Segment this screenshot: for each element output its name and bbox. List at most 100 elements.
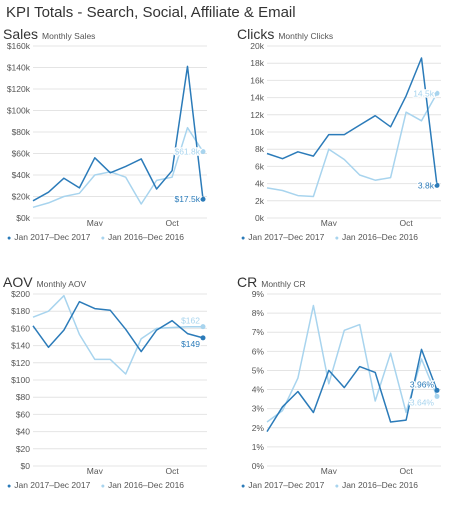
series-line-previous [32,294,203,375]
clicks-chart: 0k 2k 4k 6k 8k 10k 12k 14k 16k 18k 20k May Oct 14.5k 3… [250,41,441,226]
chart-title: Sales Monthly Sales [3,26,95,42]
series-line-current [32,65,204,202]
y-tick-label: $140k [7,63,31,73]
legend-label: Jan 2016–Dec 2016 [107,232,185,242]
legend-label: Jan 2016–Dec 2016 [341,480,419,490]
y-tick-label: $20 [16,444,30,454]
end-point-current [200,196,206,202]
y-tick-label: 0k [255,213,265,223]
chart-legend: ● Jan 2017–Dec 2017 ● Jan 2016–Dec 2016 [7,232,192,242]
series-line-current [32,300,204,353]
legend-item-previous[interactable]: ● Jan 2016–Dec 2016 [335,480,418,490]
y-tick-label: 20k [250,41,264,51]
cr-panel: CR Monthly CR 0% 1% 2% 3% 4% 5% 6% 7% 8% 9% May Oct 3… [237,274,467,512]
end-point-current [200,335,206,341]
y-tick-label: $160 [11,323,30,333]
y-tick-label: 5% [252,365,265,375]
legend-item-previous[interactable]: ● Jan 2016–Dec 2016 [101,232,184,242]
y-tick-label: 14k [250,93,264,103]
x-tick-label: Oct [165,218,179,226]
legend-marker-icon: ● [241,235,246,242]
chart-subtitle: Monthly CR [261,279,306,289]
y-tick-label: $200 [11,289,30,299]
legend-marker-icon: ● [7,235,12,242]
end-label-previous: 3.64% [410,397,435,407]
legend-item-current[interactable]: ● Jan 2017–Dec 2017 [241,232,324,242]
series-line-previous [266,304,438,423]
end-label-current: 3.96% [410,379,435,389]
y-tick-label: $0 [21,461,31,471]
y-tick-label: 6% [252,346,265,356]
chart-legend: ● Jan 2017–Dec 2017 ● Jan 2016–Dec 2016 [7,480,192,490]
legend-label: Jan 2017–Dec 2017 [14,480,91,490]
end-point-previous [200,149,206,155]
y-tick-label: 7% [252,327,265,337]
y-tick-label: $80 [16,392,30,402]
y-tick-label: $100 [11,375,30,385]
series-line-current [266,348,438,432]
chart-subtitle: Monthly Sales [42,31,96,41]
y-tick-label: $120k [7,84,31,94]
x-tick-label: Oct [165,466,179,474]
end-point-previous [200,324,206,330]
legend-marker-icon: ● [7,483,12,490]
end-point-previous [434,393,440,399]
legend-item-current[interactable]: ● Jan 2017–Dec 2017 [241,480,324,490]
aov-panel: AOV Monthly AOV $0 $20 $40 $60 $80 $100 $120 $14… [3,274,233,512]
x-tick-label: Oct [399,218,413,226]
sales-panel: Sales Monthly Sales $0k $20k $40k $60k $80k $1… [3,26,233,264]
y-tick-label: 16k [250,75,264,85]
legend-item-current[interactable]: ● Jan 2017–Dec 2017 [7,232,90,242]
legend-label: Jan 2016–Dec 2016 [341,232,419,242]
y-tick-label: $120 [11,358,30,368]
y-tick-label: 2k [255,196,265,206]
y-tick-label: 4% [252,385,265,395]
y-tick-label: $60k [12,149,31,159]
legend-label: Jan 2017–Dec 2017 [248,232,325,242]
legend-marker-icon: ● [100,235,105,242]
y-tick-label: $100k [7,106,31,116]
y-tick-label: 1% [252,442,265,452]
y-tick-label: $0k [16,213,30,223]
x-tick-label: May [321,218,338,226]
chart-title: Clicks Monthly Clicks [237,26,333,42]
legend-marker-icon: ● [334,235,339,242]
y-tick-label: $140 [11,341,30,351]
y-tick-label: 10k [250,127,264,137]
legend-item-previous[interactable]: ● Jan 2016–Dec 2016 [335,232,418,242]
legend-item-previous[interactable]: ● Jan 2016–Dec 2016 [101,480,184,490]
chart-legend: ● Jan 2017–Dec 2017 ● Jan 2016–Dec 2016 [241,480,426,490]
y-tick-label: 3% [252,404,265,414]
end-label-current: $149 [181,339,200,349]
y-tick-label: 6k [255,161,265,171]
end-point-current [434,182,440,188]
end-label-previous: $61.8k [174,147,200,157]
legend-marker-icon: ● [334,483,339,490]
y-tick-label: $20k [12,192,31,202]
y-tick-label: 2% [252,423,265,433]
clicks-panel: Clicks Monthly Clicks 0k 2k 4k 6k 8k 10k 12k 14k… [237,26,467,264]
x-tick-label: Oct [399,466,413,474]
sales-chart: $0k $20k $40k $60k $80k $100k $120k $140k $160k M… [7,41,207,226]
chart-title: CR Monthly CR [237,274,306,290]
y-tick-label: $40k [12,170,31,180]
chart-legend: ● Jan 2017–Dec 2017 ● Jan 2016–Dec 2016 [241,232,426,242]
legend-label: Jan 2017–Dec 2017 [248,480,325,490]
legend-item-current[interactable]: ● Jan 2017–Dec 2017 [7,480,90,490]
y-tick-label: 9% [252,289,265,299]
y-tick-label: 8k [255,144,265,154]
cr-chart: 0% 1% 2% 3% 4% 5% 6% 7% 8% 9% May Oct 3.64% 3.96% [252,289,441,474]
legend-marker-icon: ● [100,483,105,490]
x-tick-label: May [87,466,104,474]
y-tick-label: $160k [7,41,31,51]
series-line-previous [32,126,204,209]
end-label-previous: 14.5k [413,88,435,98]
x-tick-label: May [321,466,338,474]
y-tick-label: $180 [11,306,30,316]
chart-subtitle: Monthly AOV [36,279,87,289]
y-tick-label: $60 [16,409,30,419]
legend-label: Jan 2016–Dec 2016 [107,480,185,490]
y-tick-label: 4k [255,179,265,189]
chart-subtitle: Monthly Clicks [278,31,334,41]
chart-title-text: Sales [3,26,39,42]
